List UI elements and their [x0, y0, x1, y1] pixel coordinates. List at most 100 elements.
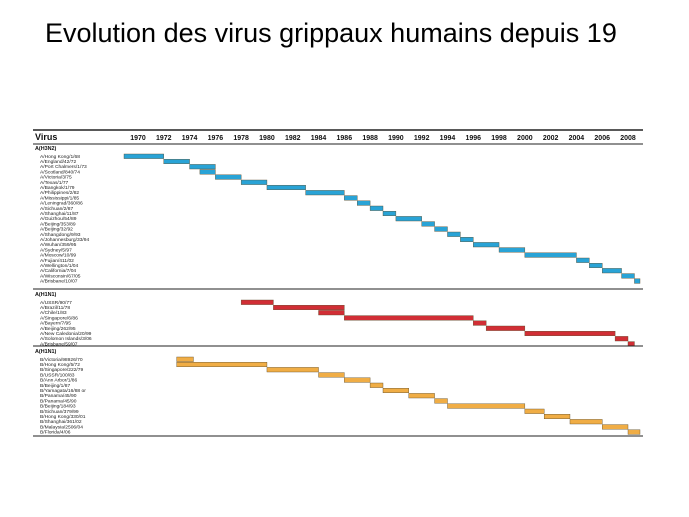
- strain-bar: [318, 372, 345, 378]
- strain-bar: [460, 236, 474, 242]
- strain-bar: [614, 336, 629, 342]
- strain-bar: [627, 429, 641, 435]
- strain-bar: [215, 174, 242, 180]
- strain-label: A/Bangkok/1/79: [40, 185, 75, 191]
- strain-bar: [634, 278, 641, 284]
- strain-bar: [395, 216, 422, 222]
- strain-bar: [447, 403, 526, 409]
- strain-label: B/Ann Arbor/1/86: [40, 378, 78, 384]
- strain-label: A/Wuhan/359/95: [40, 242, 77, 248]
- strain-label: B/Hong Kong/330/01: [40, 414, 86, 420]
- strain-bar: [382, 388, 409, 394]
- year-tick-label: 1992: [414, 135, 430, 142]
- strain-label: A/Philippines/2/82: [40, 190, 79, 196]
- year-tick-label: 1972: [156, 135, 172, 142]
- strain-bar: [240, 299, 274, 305]
- group-label: A(H1N1): [35, 349, 56, 355]
- strain-bar: [498, 247, 526, 253]
- strain-label: A/Sydney/5/97: [40, 247, 72, 253]
- strain-label: A/Victoria/3/75: [40, 175, 72, 181]
- year-tick-label: 1976: [208, 135, 224, 142]
- strain-label: B/Malaysia/2506/04: [40, 424, 83, 430]
- strain-bar: [369, 382, 384, 388]
- strain-label: A/New Caledonia/20/99: [40, 331, 92, 337]
- strain-label: B/USSR/100/83: [40, 372, 75, 378]
- year-tick-label: 1970: [130, 135, 146, 142]
- strain-bar: [123, 153, 164, 159]
- year-tick-label: 2000: [517, 135, 533, 142]
- strain-label: A/USSR/90/77: [40, 300, 72, 306]
- strain-label: A/Scotland/840/74: [40, 169, 80, 175]
- strain-bar: [266, 367, 319, 373]
- strain-bar: [163, 158, 190, 164]
- strain-bar: [434, 226, 448, 232]
- strain-label: A/Beijing/353/89: [40, 221, 76, 227]
- strain-label: A/England/42/72: [40, 159, 76, 165]
- strain-label: B/Sichuan/379/99: [40, 409, 79, 415]
- strain-label: B/Hong Kong/5/72: [40, 362, 80, 368]
- strain-label: A/Chile/1/83: [40, 310, 67, 316]
- strain-bar: [589, 263, 603, 269]
- strain-label: B/Yamagata/16/88 or: [40, 388, 86, 394]
- year-tick-label: 1996: [465, 135, 481, 142]
- strain-label: B/Singapore/222/79: [40, 367, 84, 373]
- strain-label: A/Brisbane/10/07: [40, 279, 78, 285]
- year-tick-label: 1994: [440, 135, 456, 142]
- strain-bar: [273, 305, 345, 311]
- strain-label: B/Beijing/1/87: [40, 383, 70, 389]
- strain-bar: [434, 398, 448, 404]
- strain-label: A/Texas/1/77: [40, 180, 69, 186]
- strain-label: A/Fujian/411/02: [40, 258, 74, 264]
- year-tick-label: 2004: [569, 135, 585, 142]
- strain-bar: [524, 408, 545, 414]
- strain-label: A/Beijing/262/95: [40, 326, 76, 332]
- strain-label: A/California/7/04: [40, 268, 76, 274]
- strain-bar: [344, 315, 474, 321]
- strain-bar: [305, 190, 345, 196]
- strain-bar: [473, 242, 500, 248]
- strain-bar: [357, 200, 371, 206]
- strain-label: A/Leningrad/360/86: [40, 201, 83, 207]
- year-tick-label: 2008: [620, 135, 636, 142]
- strain-label: B/Panama/45/90: [40, 398, 77, 404]
- strain-bar: [524, 252, 577, 258]
- year-tick-label: 1988: [362, 135, 378, 142]
- year-tick-label: 1980: [259, 135, 275, 142]
- strain-bar: [576, 257, 590, 263]
- strain-bar: [189, 164, 216, 170]
- strain-bar: [408, 393, 435, 399]
- year-tick-label: 1974: [182, 135, 198, 142]
- strain-label: A/Singapore/6/86: [40, 315, 78, 321]
- strain-label: B/Victoria/98926/70: [40, 357, 83, 363]
- strain-bar: [421, 221, 435, 227]
- year-tick-label: 1986: [337, 135, 353, 142]
- year-tick-label: 1984: [311, 135, 327, 142]
- strain-bar: [176, 356, 194, 362]
- strain-label: A/Bayern/7/95: [40, 321, 71, 327]
- strain-label: A/Wisconsin/67/05: [40, 273, 81, 279]
- group-label: A(H1N1): [35, 292, 56, 298]
- strain-label: A/Johannesburg/33/94: [40, 237, 89, 243]
- strain-bar: [621, 273, 635, 279]
- strain-bar: [344, 195, 358, 201]
- strain-bar: [485, 325, 526, 331]
- year-tick-label: 1998: [491, 135, 507, 142]
- strain-label: A/Brisbane/59/07: [40, 341, 78, 347]
- strain-bar: [524, 331, 616, 337]
- year-tick-label: 2002: [543, 135, 559, 142]
- strain-bar: [602, 424, 629, 430]
- strain-label: A/Moscow/10/99: [40, 253, 76, 259]
- strain-label: B/Panama/45/90: [40, 393, 77, 399]
- strain-bar: [369, 205, 384, 211]
- slide-title: Evolution des virus grippaux humains dep…: [45, 18, 617, 48]
- strain-bar: [447, 231, 461, 237]
- strain-bar: [569, 419, 603, 425]
- year-tick-label: 1982: [285, 135, 301, 142]
- strain-label: A/Sichuan/2/87: [40, 206, 73, 212]
- strain-label: A/Solomon Islands/3/06: [40, 336, 92, 342]
- strain-bar: [543, 414, 571, 420]
- strain-bar: [344, 377, 371, 383]
- strain-label: A/Mississippi/1/85: [40, 195, 79, 201]
- group-label: A(H3N2): [35, 146, 56, 152]
